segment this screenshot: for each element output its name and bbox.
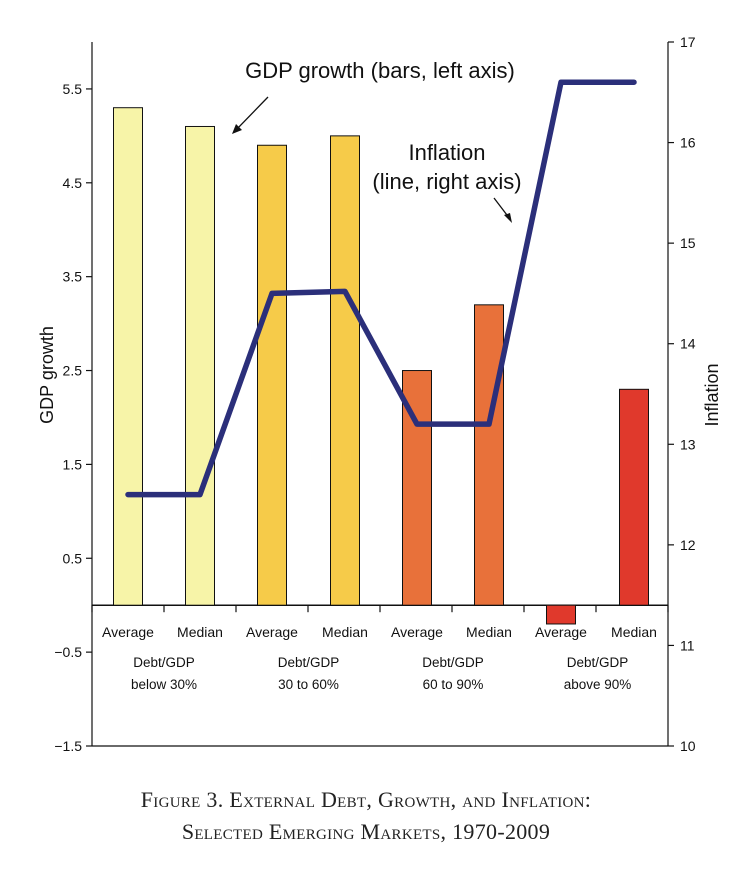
y-tick-label: 4.5 (63, 175, 83, 191)
annotation-arrowhead-inflation (504, 213, 512, 223)
group-label: Debt/GDP (133, 655, 195, 670)
category-label: Average (246, 624, 298, 640)
group-label: 30 to 60% (278, 677, 339, 692)
y2-tick-label: 13 (680, 436, 696, 452)
group-label: 60 to 90% (423, 677, 484, 692)
caption-line-1: Figure 3. External Debt, Growth, and Inf… (140, 787, 592, 812)
y2-tick-label: 16 (680, 135, 696, 151)
group-label: below 30% (131, 677, 197, 692)
group-label: Debt/GDP (422, 655, 484, 670)
annotation-inflation: Inflation (408, 140, 485, 165)
inflation-line (125, 79, 637, 498)
category-label: Median (322, 624, 368, 640)
bar-gdp-growth (257, 144, 287, 606)
group-label: Debt/GDP (278, 655, 340, 670)
bar-gdp-growth (619, 388, 649, 606)
annotation-arrowhead-gdp (232, 124, 242, 134)
y-tick-label: 3.5 (63, 269, 83, 285)
annotation-gdp-growth: GDP growth (bars, left axis) (245, 58, 515, 83)
bar-gdp-growth (330, 135, 360, 606)
y-tick-label: 1.5 (63, 456, 83, 472)
bar-gdp-growth (474, 304, 504, 606)
y2-tick-label: 17 (680, 34, 696, 50)
y-tick-label: −1.5 (54, 738, 82, 754)
chart: −1.5 −0.5 0.5 1.5 2.5 3.5 4.5 5.5 10 11 12 13 14 15 16… (37, 34, 722, 754)
y-tick-label: 2.5 (63, 363, 83, 379)
category-label: Median (466, 624, 512, 640)
y-tick-label: −0.5 (54, 644, 82, 660)
figure-caption: Figure 3. External Debt, Growth, and Inf… (0, 784, 732, 848)
y2-tick-label: 12 (680, 537, 696, 553)
bar-gdp-growth (113, 107, 143, 606)
category-label: Average (102, 624, 154, 640)
group-label: above 90% (564, 677, 632, 692)
category-label: Median (177, 624, 223, 640)
category-label: Median (611, 624, 657, 640)
y-tick-label: 5.5 (63, 81, 83, 97)
y2-tick-label: 15 (680, 235, 696, 251)
caption-line-2: Selected Emerging Markets, 1970-2009 (181, 819, 551, 844)
y2-tick-label: 14 (680, 336, 696, 352)
y2-tick-label: 10 (680, 738, 696, 754)
annotation-arrow-gdp (235, 96, 269, 131)
bar-gdp-growth (185, 125, 215, 606)
y-tick-label: 0.5 (63, 550, 83, 566)
category-label: Average (391, 624, 443, 640)
y2-tick-label: 11 (680, 637, 695, 653)
bar-gdp-growth (546, 604, 576, 625)
annotation-inflation: (line, right axis) (372, 169, 521, 194)
y-axis-title: GDP growth (37, 326, 57, 424)
group-label: Debt/GDP (567, 655, 629, 670)
category-label: Average (535, 624, 587, 640)
y2-axis-title: Inflation (702, 363, 722, 426)
